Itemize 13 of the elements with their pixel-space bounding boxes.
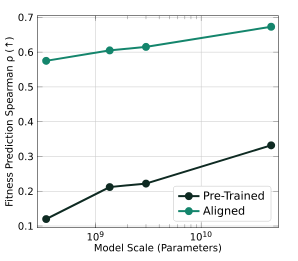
- y-tick-label: 0.7: [18, 13, 33, 21]
- y-tick-label: 0.3: [18, 152, 33, 160]
- y-tick-label: 0.4: [18, 118, 34, 126]
- x-tick-label: 10$^{9}$: [88, 231, 104, 240]
- legend-label: Pre-Trained: [204, 190, 264, 200]
- y-tick-label: 0.5: [18, 82, 33, 90]
- x-tick-label: 10$^{10}$: [190, 231, 212, 240]
- y-tick-label: 0.1: [18, 222, 33, 230]
- legend-label: Aligned: [203, 206, 244, 217]
- y-axis-title: Fitness Prediction Spearman ρ (↑): [5, 37, 15, 206]
- y-tick-label: 0.6: [18, 48, 34, 56]
- x-axis-title: Model Scale (Parameters): [94, 243, 222, 252]
- y-tick-label: 0.2: [18, 187, 33, 195]
